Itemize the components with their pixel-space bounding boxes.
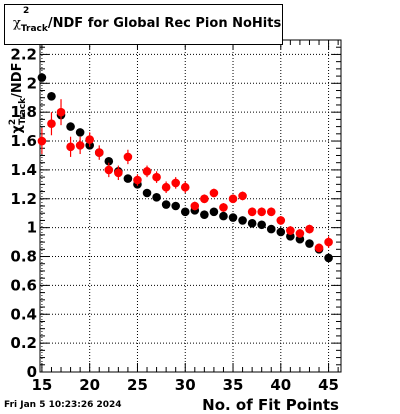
data-point-black <box>257 220 266 230</box>
frame <box>39 39 342 373</box>
data-point-black <box>66 122 75 131</box>
y-tick-label: 0.4 <box>10 305 37 323</box>
data-point-black <box>104 156 114 166</box>
data-point-black <box>228 213 238 222</box>
data-point-black <box>247 219 257 228</box>
data-point-red <box>219 203 228 212</box>
data-point-red <box>200 194 209 204</box>
x-tick-label: 15 <box>31 376 52 394</box>
y-label-superscript: 2 <box>8 119 18 125</box>
y-label-rest: /NDF <box>10 63 25 98</box>
data-point-black <box>47 91 56 101</box>
y-label-symbol: χ <box>10 124 25 133</box>
y-label-subscript: Track <box>18 97 28 125</box>
title-symbol: χ <box>13 16 21 31</box>
data-point-black <box>276 227 286 237</box>
data-point-red <box>295 229 305 238</box>
y-tick-label: 0 <box>27 363 37 381</box>
data-point-red <box>161 182 171 192</box>
y-tick-label: 1.4 <box>10 161 37 179</box>
y-tick-label: 0.8 <box>10 248 37 266</box>
data-point-red <box>114 168 123 178</box>
data-point-red <box>123 152 133 162</box>
y-tick-label: 0.6 <box>10 276 37 294</box>
data-point-black <box>200 210 209 219</box>
x-tick-label: 35 <box>223 376 244 394</box>
data-point-red <box>238 191 247 201</box>
data-point-red <box>104 165 114 175</box>
data-point-red <box>47 119 56 129</box>
y-tick-label: 0.2 <box>10 334 37 352</box>
data-point-red <box>209 188 219 198</box>
data-point-red <box>286 226 295 235</box>
axes <box>40 39 341 373</box>
data-point-black <box>305 239 314 248</box>
data-point-red <box>314 243 324 253</box>
x-tick-label: 40 <box>270 376 291 394</box>
title-rest: /NDF for Global Rec Pion NoHits <box>47 16 282 31</box>
data-point-red <box>257 207 266 217</box>
title-subscript: Track <box>20 24 48 34</box>
data-point-red <box>133 175 142 185</box>
data-point-black <box>180 207 190 217</box>
data-point-red <box>324 237 333 247</box>
tick-labels: 15 20 25 30 35 40 45 0 0.2 0.4 0.6 0.8 1 1.2 1.4 1.6 1.8… <box>10 45 339 394</box>
data-point-black <box>152 193 161 202</box>
title-superscript: 2 <box>23 6 30 16</box>
data-point-red <box>56 107 66 117</box>
chart-title: χ 2 Track/NDF for Global Rec Pion NoHits <box>13 6 282 34</box>
data-point-red <box>37 136 47 146</box>
data-point-black <box>123 174 133 183</box>
data-point-black <box>37 73 47 82</box>
data-point-red <box>190 201 200 211</box>
data-point-red <box>85 135 94 144</box>
timestamp: Fri Jan 5 10:23:26 2024 <box>4 400 122 410</box>
data-point-red <box>75 141 85 150</box>
data-point-red <box>152 172 161 182</box>
x-axis-label: No. of Fit Points <box>202 396 339 414</box>
data-point-red <box>180 182 190 192</box>
x-tick-label: 45 <box>318 376 339 394</box>
x-tick-label: 25 <box>127 376 148 394</box>
y-tick-label: 1.2 <box>10 190 37 208</box>
y-tick-label: 1.6 <box>10 132 37 150</box>
y-axis-label: χ2Track/NDF <box>8 63 28 134</box>
data-point-black <box>142 188 152 198</box>
data-point-black <box>161 200 171 209</box>
data-point-red <box>266 207 276 217</box>
data-point-black <box>209 207 219 217</box>
data-point-black <box>219 211 228 221</box>
y-tick-label: 1 <box>27 219 37 237</box>
data-point-red <box>171 178 180 188</box>
data-point-red <box>66 142 75 152</box>
x-tick-label: 20 <box>79 376 100 394</box>
y-tick-label: 1.8 <box>10 103 37 121</box>
y-tick-label: 2 <box>27 74 37 92</box>
data-point-black <box>324 253 333 263</box>
data-point-red <box>276 216 286 225</box>
data-point-red <box>94 148 104 157</box>
y-tick-label: 2.2 <box>10 45 37 63</box>
data-point-black <box>171 201 180 211</box>
x-tick-label: 30 <box>175 376 196 394</box>
data-points <box>37 73 333 263</box>
grid <box>40 40 341 373</box>
title-box: χ 2 Track/NDF for Global Rec Pion NoHits <box>4 4 283 45</box>
data-point-black <box>238 216 247 225</box>
data-point-red <box>305 224 314 234</box>
data-point-black <box>75 128 85 137</box>
data-point-red <box>247 207 257 217</box>
data-point-red <box>228 194 238 204</box>
data-point-black <box>266 224 276 234</box>
data-point-red <box>142 167 152 176</box>
